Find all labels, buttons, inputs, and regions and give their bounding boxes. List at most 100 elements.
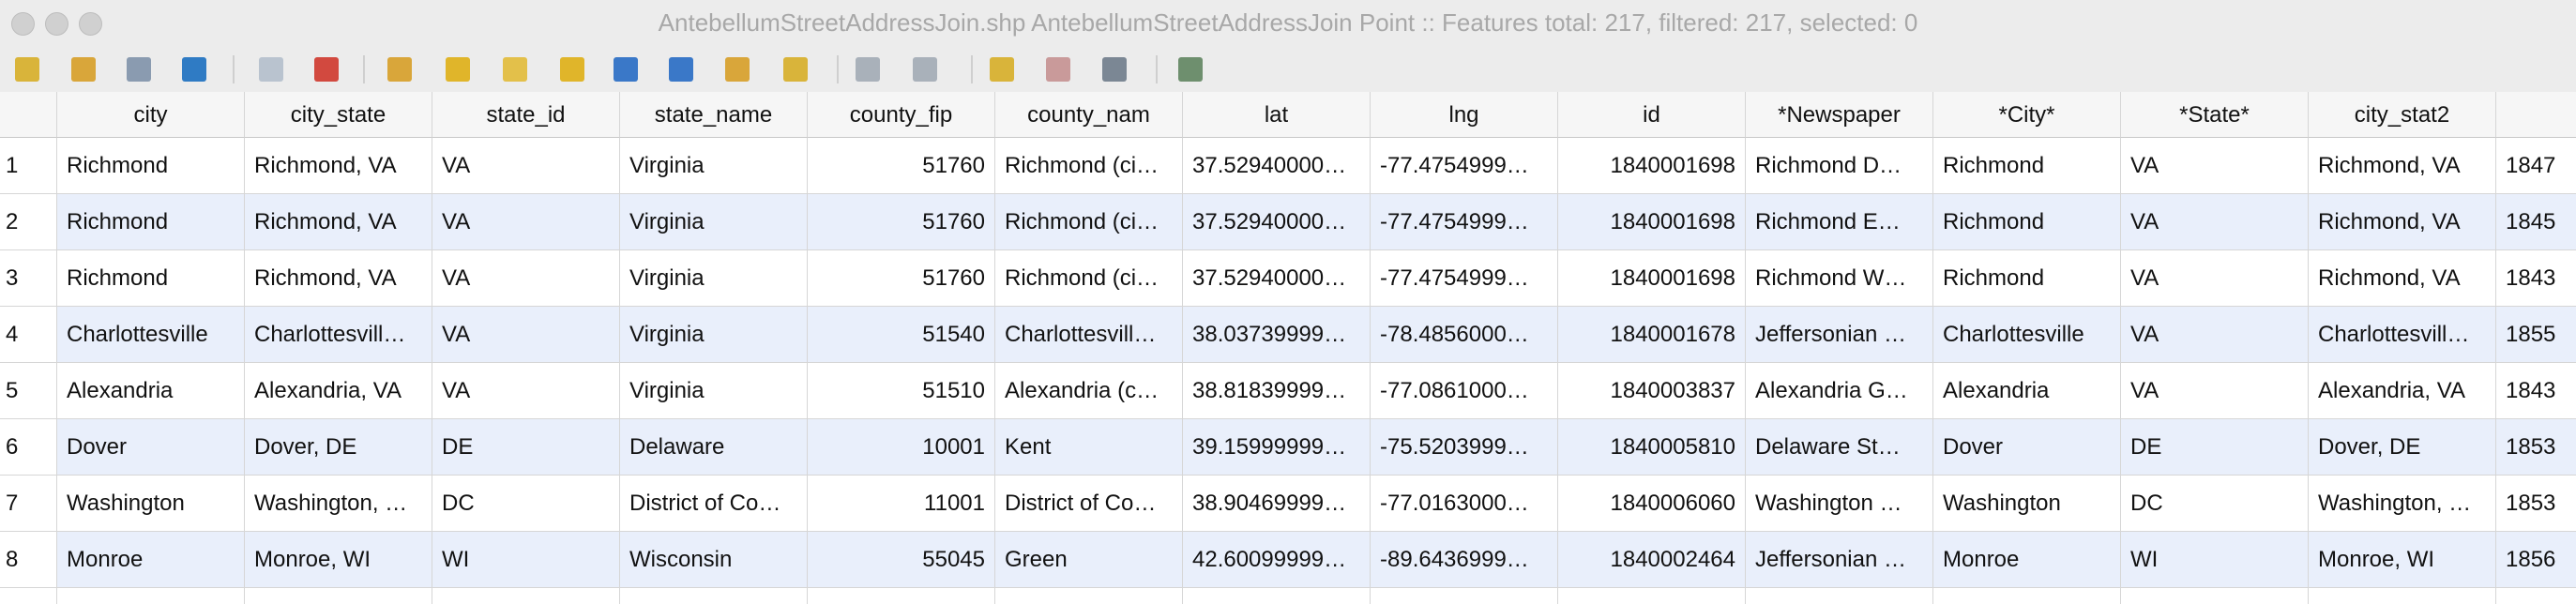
table-cell[interactable]: Alexandria, VA [245,363,432,419]
table-cell[interactable]: -75.5203999… [1371,419,1558,476]
table-cell[interactable]: Richmond [1933,194,2121,250]
table-cell[interactable]: Alexandria [57,363,245,419]
table-cell[interactable]: 11001 [808,476,995,532]
table-cell[interactable]: VA [2121,194,2309,250]
table-cell[interactable]: Alexandria, VA [2309,363,2496,419]
table-cell[interactable]: 51760 [808,138,995,194]
table-cell[interactable]: 1853 [2496,476,2576,532]
toolbar-button[interactable] [856,57,880,82]
table-cell[interactable]: Wisconsin [620,532,808,588]
row-number[interactable]: 7 [0,476,57,532]
column-header[interactable]: city_state [245,92,432,138]
table-cell[interactable]: Richmond [57,250,245,307]
table-cell[interactable]: -77.4754999… [1371,194,1558,250]
table-cell[interactable]: Charlottesvill… [995,307,1183,363]
table-cell[interactable]: -77.4754999… [1371,138,1558,194]
table-cell[interactable]: Richmond E… [1746,194,1933,250]
table-cell[interactable]: 42.60099999… [1183,532,1371,588]
table-cell[interactable]: Richmond (ci… [995,194,1183,250]
table-cell[interactable]: District of Co… [995,476,1183,532]
table-cell[interactable]: DC [2121,476,2309,532]
table-cell[interactable]: DE [432,419,620,476]
table-cell[interactable]: Washington, … [2309,476,2496,532]
table-cell[interactable]: 55045 [808,532,995,588]
table-cell[interactable]: 51760 [808,250,995,307]
table-cell[interactable]: Charlottesvill… [245,307,432,363]
minimize-button[interactable] [45,12,68,36]
toolbar-button[interactable] [560,57,584,82]
table-cell[interactable]: District of Co… [620,476,808,532]
column-header[interactable]: *City* [1933,92,2121,138]
table-cell[interactable]: Richmond (ci… [995,250,1183,307]
table-cell[interactable]: Dover, DE [2309,419,2496,476]
row-number[interactable]: 6 [0,419,57,476]
table-cell[interactable]: Richmond, VA [2309,138,2496,194]
row-number[interactable]: 8 [0,532,57,588]
table-cell[interactable]: 51540 [808,307,995,363]
table-cell[interactable]: 1845 [2496,194,2576,250]
table-cell[interactable]: 1843 [2496,363,2576,419]
row-number[interactable]: 4 [0,307,57,363]
table-cell[interactable]: -77.0163000… [1371,476,1558,532]
table-cell[interactable]: VA [432,250,620,307]
table-cell[interactable]: Virginia [620,194,808,250]
table-cell[interactable]: Richmond, VA [245,250,432,307]
table-cell[interactable]: Dover, DE [245,419,432,476]
table-cell[interactable]: VA [432,307,620,363]
column-header[interactable]: state_id [432,92,620,138]
table-cell[interactable]: Richmond, VA [245,194,432,250]
toolbar-button[interactable] [314,57,339,82]
table-cell[interactable]: Monroe, WI [245,532,432,588]
toolbar-button[interactable] [259,57,283,82]
table-cell[interactable]: 37.52940000… [1183,250,1371,307]
column-header[interactable]: city [57,92,245,138]
table-cell[interactable]: 1840001698 [1558,138,1746,194]
zoom-button[interactable] [79,12,102,36]
row-number[interactable]: 2 [0,194,57,250]
row-number[interactable]: 5 [0,363,57,419]
table-cell[interactable]: Richmond [57,194,245,250]
table-cell[interactable]: VA [432,363,620,419]
table-cell[interactable]: 1840001678 [1558,307,1746,363]
table-cell[interactable]: 1847 [2496,138,2576,194]
table-cell[interactable]: Jeffersonian … [1746,307,1933,363]
toolbar-button[interactable] [503,57,527,82]
table-cell[interactable]: Richmond, VA [2309,194,2496,250]
table-cell[interactable]: Richmond (ci… [995,138,1183,194]
table-cell[interactable]: 1840001698 [1558,250,1746,307]
table-cell[interactable]: 38.03739999… [1183,307,1371,363]
table-cell[interactable]: Washington [57,476,245,532]
table-cell[interactable]: 1840006060 [1558,476,1746,532]
table-cell[interactable]: Alexandria (c… [995,363,1183,419]
column-header[interactable]: state_name [620,92,808,138]
table-cell[interactable]: WI [2121,532,2309,588]
table-cell[interactable]: Monroe [1933,532,2121,588]
table-cell[interactable]: VA [2121,138,2309,194]
row-number[interactable]: 1 [0,138,57,194]
table-cell[interactable]: 1856 [2496,532,2576,588]
table-cell[interactable]: VA [432,194,620,250]
table-cell[interactable]: 1855 [2496,307,2576,363]
table-cell[interactable]: 51760 [808,194,995,250]
table-cell[interactable]: Richmond, VA [2309,250,2496,307]
table-cell[interactable]: Virginia [620,138,808,194]
table-cell[interactable]: Charlottesville [57,307,245,363]
table-cell[interactable]: Monroe [57,532,245,588]
toolbar-button[interactable] [387,57,412,82]
table-cell[interactable]: Green [995,532,1183,588]
close-button[interactable] [11,12,35,36]
table-cell[interactable]: -77.4754999… [1371,250,1558,307]
table-cell[interactable]: Charlottesvill… [2309,307,2496,363]
toolbar-button[interactable] [913,57,937,82]
toolbar-button[interactable] [725,57,750,82]
table-cell[interactable]: 1840001698 [1558,194,1746,250]
table-cell[interactable]: Kent [995,419,1183,476]
table-cell[interactable]: Richmond D… [1746,138,1933,194]
table-cell[interactable]: Monroe, WI [2309,532,2496,588]
table-cell[interactable]: -89.6436999… [1371,532,1558,588]
table-cell[interactable]: Alexandria [1933,363,2121,419]
table-cell[interactable]: -78.4856000… [1371,307,1558,363]
column-header[interactable]: id [1558,92,1746,138]
table-cell[interactable]: 1843 [2496,250,2576,307]
table-cell[interactable]: 51510 [808,363,995,419]
